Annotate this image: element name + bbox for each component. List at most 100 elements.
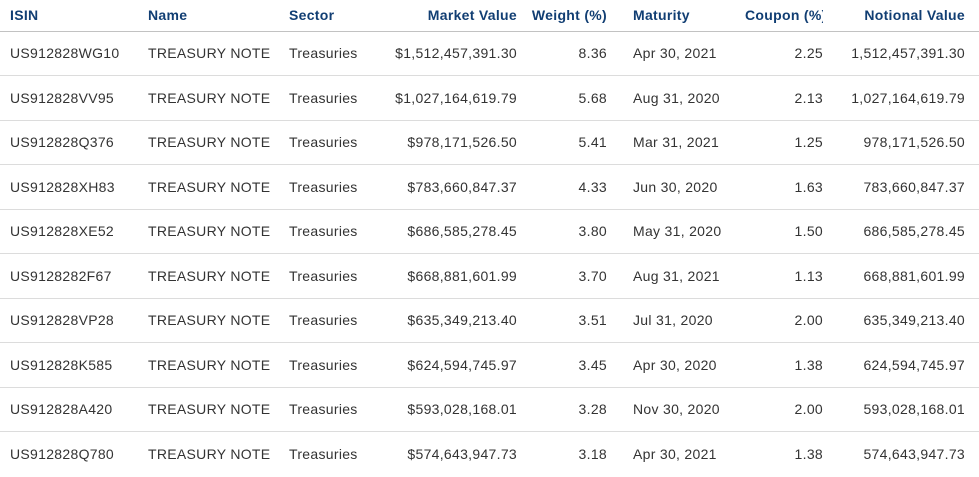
cell-market_value: $574,643,947.73 — [390, 431, 517, 476]
cell-notional_value: 593,028,168.01 — [823, 386, 979, 432]
cell-isin: US912828Q780 — [0, 431, 148, 476]
table-header: ISIN Name Sector Market Value Weight (%) Matu… — [0, 0, 979, 32]
cell-market_value: $783,660,847.37 — [390, 164, 517, 209]
column-header-notional_value[interactable]: Notional Value — [823, 0, 979, 32]
cell-name: TREASURY NOTE — [148, 253, 289, 298]
cell-sector: Treasuries — [289, 119, 390, 165]
cell-name: TREASURY NOTE — [148, 208, 289, 254]
cell-name: TREASURY NOTE — [148, 431, 289, 476]
cell-coupon: 2.00 — [745, 386, 823, 432]
cell-market_value: $668,881,601.99 — [390, 253, 517, 298]
cell-maturity: Aug 31, 2020 — [607, 75, 745, 120]
cell-market_value: $978,171,526.50 — [390, 119, 517, 165]
table-header-row: ISIN Name Sector Market Value Weight (%) Matu… — [0, 0, 979, 32]
table-row: US912828XE52 TREASURY NOTE Treasuries $686,… — [0, 208, 979, 254]
cell-name: TREASURY NOTE — [148, 45, 271, 62]
cell-isin: US912828VP28 — [0, 297, 148, 343]
cell-weight: 4.33 — [517, 164, 607, 209]
cell-market_value: $593,028,168.01 — [390, 386, 517, 432]
cell-coupon: 1.38 — [745, 431, 823, 476]
cell-maturity: Apr 30, 2021 — [607, 431, 745, 476]
cell-notional_value: 574,643,947.73 — [823, 431, 979, 476]
cell-isin: US912828XH83 — [0, 164, 148, 209]
column-header-sector[interactable]: Sector — [289, 0, 390, 32]
cell-isin: US912828A420 — [0, 386, 148, 432]
cell-coupon: 1.63 — [745, 164, 823, 209]
cell-sector: Treasuries — [289, 297, 390, 343]
cell-name: TREASURY NOTE — [148, 297, 289, 343]
cell-market_value: $635,349,213.40 — [390, 297, 517, 343]
cell-name: TREASURY NOTE — [148, 119, 289, 165]
cell-coupon: 1.13 — [745, 253, 823, 298]
cell-maturity: Nov 30, 2020 — [607, 386, 745, 432]
cell-market_value: $1,027,164,619.79 — [390, 75, 517, 120]
cell-coupon: 2.25 — [794, 45, 823, 62]
cell-notional_value: 978,171,526.50 — [823, 119, 979, 165]
cell-sector: Treasuries — [289, 253, 390, 298]
cell-isin: US912828XE52 — [0, 208, 148, 254]
cell-isin: US9128282F67 — [0, 253, 148, 298]
cell-sector: Treasuries — [289, 75, 390, 120]
column-header-coupon[interactable]: Coupon (%) — [745, 0, 823, 32]
column-header-market_value[interactable]: Market Value — [390, 0, 517, 32]
cell-isin: US912828Q376 — [0, 119, 148, 165]
cell-sector: Treasuries — [289, 208, 390, 254]
cell-weight: 3.45 — [517, 342, 607, 387]
cell-sector: Treasuries — [289, 164, 390, 209]
cell-weight: 8.36 — [578, 45, 607, 62]
cell-weight: 3.70 — [517, 253, 607, 298]
cell-coupon: 1.25 — [745, 119, 823, 165]
cell-notional_value: 1,512,457,391.30 — [851, 45, 965, 62]
cell-maturity: Jun 30, 2020 — [607, 164, 745, 209]
cell-weight: 3.28 — [517, 386, 607, 432]
cell-sector: Treasuries — [289, 342, 390, 387]
cell-maturity: Mar 31, 2021 — [607, 119, 745, 165]
cell-market_value: $1,512,457,391.30 — [395, 45, 517, 62]
cell-notional_value: 668,881,601.99 — [823, 253, 979, 298]
cell-maturity: Aug 31, 2021 — [607, 253, 745, 298]
table-row: US912828Q780 TREASURY NOTE Treasuries $574,… — [0, 431, 979, 476]
cell-weight: 5.41 — [517, 119, 607, 165]
table-row: US912828A420 TREASURY NOTE Treasuries $593,… — [0, 386, 979, 432]
cell-name: TREASURY NOTE — [148, 386, 289, 432]
cell-weight: 3.51 — [517, 297, 607, 343]
cell-sector: Treasuries — [289, 45, 358, 62]
cell-notional_value: 624,594,745.97 — [823, 342, 979, 387]
cell-sector: Treasuries — [289, 386, 390, 432]
column-header-isin[interactable]: ISIN — [0, 0, 148, 32]
cell-notional_value: 783,660,847.37 — [823, 164, 979, 209]
cell-notional_value: 1,027,164,619.79 — [823, 75, 979, 120]
cell-market_value: $686,585,278.45 — [390, 208, 517, 254]
cell-market_value: $624,594,745.97 — [390, 342, 517, 387]
cell-isin: US912828VV95 — [0, 75, 148, 120]
cell-coupon: 1.38 — [745, 342, 823, 387]
cell-weight: 5.68 — [517, 75, 607, 120]
table-row: US9128282F67 TREASURY NOTE Treasuries $668,… — [0, 253, 979, 298]
cell-maturity: May 31, 2020 — [607, 208, 745, 254]
table-row: US912828XH83 TREASURY NOTE Treasuries $783,… — [0, 164, 979, 209]
table-body: US912828WG10 TREASURY NOTE Treasuries $1,51… — [0, 31, 979, 476]
table-row: US912828VP28 TREASURY NOTE Treasuries $635,… — [0, 297, 979, 343]
cell-name: TREASURY NOTE — [148, 164, 289, 209]
cell-name: TREASURY NOTE — [148, 75, 289, 120]
column-header-weight[interactable]: Weight (%) — [517, 0, 607, 32]
cell-isin: US912828K585 — [0, 342, 148, 387]
cell-isin: US912828WG10 — [10, 45, 120, 62]
table-row: US912828Q376 TREASURY NOTE Treasuries $978,… — [0, 119, 979, 165]
column-header-maturity[interactable]: Maturity — [607, 0, 745, 32]
cell-coupon: 1.50 — [745, 208, 823, 254]
cell-name: TREASURY NOTE — [148, 342, 289, 387]
cell-maturity: Apr 30, 2021 — [633, 45, 717, 62]
cell-maturity: Apr 30, 2020 — [607, 342, 745, 387]
cell-notional_value: 635,349,213.40 — [823, 297, 979, 343]
cell-sector: Treasuries — [289, 431, 390, 476]
table-row: US912828K585 TREASURY NOTE Treasuries $624,… — [0, 342, 979, 387]
cell-notional_value: 686,585,278.45 — [823, 208, 979, 254]
column-header-name[interactable]: Name — [148, 0, 289, 32]
cell-coupon: 2.00 — [745, 297, 823, 343]
cell-maturity: Jul 31, 2020 — [607, 297, 745, 343]
cell-weight: 3.18 — [517, 431, 607, 476]
table-row: US912828WG10 TREASURY NOTE Treasuries $1,51… — [0, 31, 979, 76]
cell-coupon: 2.13 — [745, 75, 823, 120]
